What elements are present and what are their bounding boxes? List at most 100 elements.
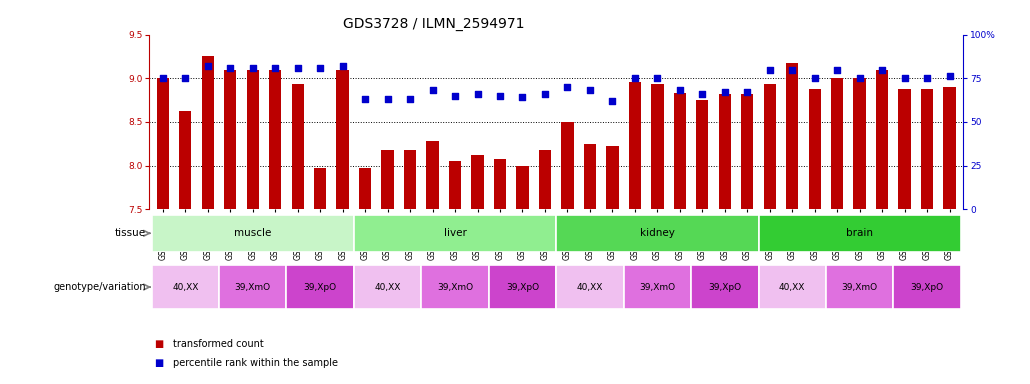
Point — [177, 75, 194, 81]
Point — [649, 75, 665, 81]
Bar — [359, 168, 372, 209]
Point — [537, 91, 553, 97]
Point — [424, 88, 441, 94]
Point — [896, 75, 913, 81]
Bar — [584, 144, 596, 209]
Text: 39,XpO: 39,XpO — [911, 283, 943, 291]
Bar — [202, 56, 214, 209]
Point — [672, 88, 688, 94]
Bar — [786, 63, 798, 209]
Bar — [151, 215, 354, 252]
Text: liver: liver — [444, 228, 467, 238]
Point — [222, 65, 239, 71]
Bar — [893, 265, 961, 309]
Bar — [314, 168, 327, 209]
Point — [852, 75, 868, 81]
Text: muscle: muscle — [234, 228, 272, 238]
Bar — [354, 265, 421, 309]
Bar — [179, 111, 192, 209]
Text: transformed count: transformed count — [173, 339, 264, 349]
Bar — [921, 89, 933, 209]
Bar — [219, 265, 286, 309]
Point — [694, 91, 711, 97]
Bar — [151, 265, 219, 309]
Bar — [421, 265, 489, 309]
Point — [357, 96, 374, 102]
Bar — [691, 265, 758, 309]
Bar — [556, 215, 758, 252]
Bar — [831, 78, 844, 209]
Point — [873, 66, 890, 73]
Bar — [426, 141, 439, 209]
Point — [514, 94, 530, 101]
Bar — [854, 78, 866, 209]
Bar — [472, 155, 484, 209]
Bar — [651, 84, 663, 209]
Point — [605, 98, 621, 104]
Text: 39,XmO: 39,XmO — [640, 283, 676, 291]
Point — [829, 66, 846, 73]
Point — [559, 84, 576, 90]
Bar — [157, 78, 169, 209]
Bar — [898, 89, 911, 209]
Point — [491, 93, 508, 99]
Bar — [719, 94, 731, 209]
Point — [154, 75, 171, 81]
Text: 40,XX: 40,XX — [577, 283, 604, 291]
Text: tissue: tissue — [115, 228, 146, 238]
Point — [200, 63, 216, 69]
Point — [312, 65, 329, 71]
Bar — [763, 84, 776, 209]
Bar — [291, 84, 304, 209]
Bar — [381, 150, 393, 209]
Text: 39,XmO: 39,XmO — [437, 283, 473, 291]
Bar — [741, 94, 753, 209]
Point — [470, 91, 486, 97]
Point — [335, 63, 351, 69]
Point — [447, 93, 464, 99]
Text: 40,XX: 40,XX — [779, 283, 805, 291]
Point — [784, 66, 800, 73]
Bar — [696, 100, 709, 209]
Bar — [758, 215, 961, 252]
Bar — [623, 265, 691, 309]
Bar — [246, 70, 259, 209]
Bar — [628, 82, 641, 209]
Text: ■: ■ — [154, 358, 164, 368]
Text: 39,XpO: 39,XpO — [304, 283, 337, 291]
Bar — [354, 215, 556, 252]
Text: 39,XpO: 39,XpO — [709, 283, 742, 291]
Bar — [943, 87, 956, 209]
Bar — [876, 70, 888, 209]
Text: genotype/variation: genotype/variation — [54, 282, 146, 292]
Point — [379, 96, 396, 102]
Point — [941, 73, 958, 79]
Text: 39,XmO: 39,XmO — [235, 283, 271, 291]
Text: brain: brain — [847, 228, 873, 238]
Text: 40,XX: 40,XX — [375, 283, 401, 291]
Point — [739, 89, 755, 95]
Title: GDS3728 / ILMN_2594971: GDS3728 / ILMN_2594971 — [343, 17, 525, 31]
Point — [717, 89, 733, 95]
Point — [919, 75, 935, 81]
Bar — [489, 265, 556, 309]
Bar — [826, 265, 893, 309]
Point — [289, 65, 306, 71]
Bar — [225, 70, 237, 209]
Bar — [516, 166, 528, 209]
Text: ■: ■ — [154, 339, 164, 349]
Bar — [269, 70, 281, 209]
Bar — [561, 122, 574, 209]
Point — [244, 65, 261, 71]
Bar — [337, 70, 349, 209]
Text: 39,XpO: 39,XpO — [506, 283, 539, 291]
Text: kidney: kidney — [640, 228, 675, 238]
Text: 40,XX: 40,XX — [172, 283, 199, 291]
Point — [806, 75, 823, 81]
Bar — [286, 265, 354, 309]
Point — [582, 88, 598, 94]
Bar — [493, 159, 506, 209]
Bar — [556, 265, 623, 309]
Bar — [449, 161, 461, 209]
Point — [626, 75, 643, 81]
